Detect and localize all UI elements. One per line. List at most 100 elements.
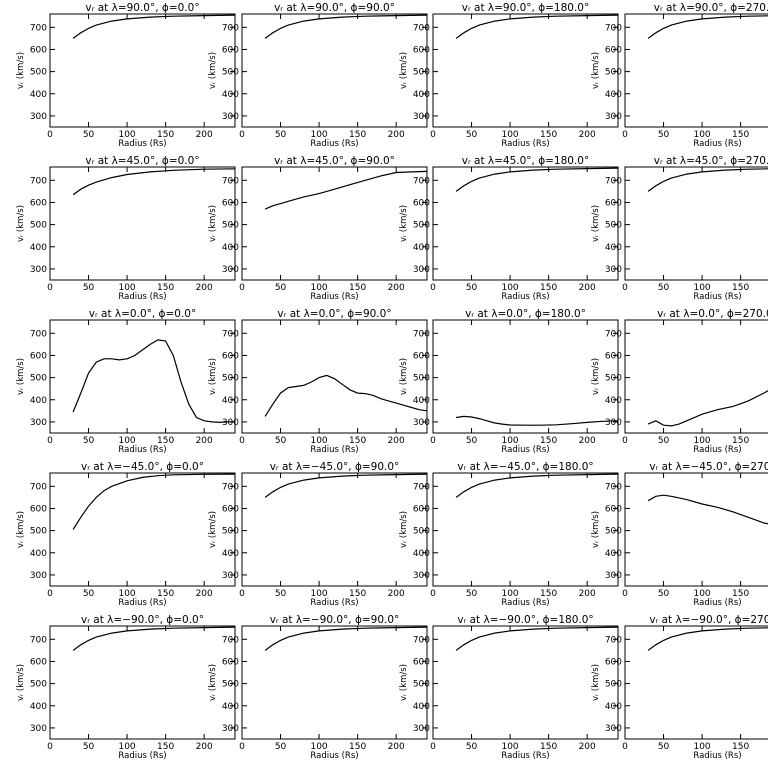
x-tick-label: 50 xyxy=(658,436,670,446)
x-tick-label: 0 xyxy=(622,436,628,446)
x-tick-label: 150 xyxy=(157,589,174,599)
series-line xyxy=(647,15,768,39)
x-axis-label: Radius (Rs) xyxy=(310,598,358,608)
y-tick-label: 600 xyxy=(30,504,47,514)
x-tick-label: 200 xyxy=(579,283,596,293)
y-tick-label: 600 xyxy=(222,45,239,55)
x-tick-label: 100 xyxy=(693,130,710,140)
x-tick-label: 50 xyxy=(466,589,478,599)
x-axis-label: Radius (Rs) xyxy=(501,751,549,761)
y-tick-label: 600 xyxy=(222,198,239,208)
x-tick-label: 150 xyxy=(732,436,749,446)
plot-frame xyxy=(241,319,428,434)
y-tick-label: 600 xyxy=(30,657,47,667)
x-tick-label: 100 xyxy=(693,742,710,752)
x-tick-label: 200 xyxy=(388,589,405,599)
chart-panel: vᵣ at λ=−45.0°, ϕ=180.0° 0 50 100 150 200 300 4… xyxy=(399,461,619,608)
chart-panel: vᵣ at λ=90.0°, ϕ=180.0° 0 50 100 150 200 300 40… xyxy=(399,2,619,149)
y-tick-label: 500 xyxy=(30,68,47,78)
panel-title: vᵣ at λ=−45.0°, ϕ=0.0° xyxy=(81,461,204,473)
x-tick-label: 100 xyxy=(118,283,135,293)
y-tick-label: 300 xyxy=(605,112,622,122)
x-axis-label: Radius (Rs) xyxy=(501,292,549,302)
y-axis-label: vᵣ (km/s) xyxy=(591,205,601,242)
panel-title: vᵣ at λ=−90.0°, ϕ=180.0° xyxy=(457,614,593,626)
x-tick-label: 150 xyxy=(540,436,557,446)
y-tick-label: 700 xyxy=(30,329,47,339)
y-tick-label: 700 xyxy=(413,329,430,339)
chart-panel: vᵣ at λ=45.0°, ϕ=270.0°05010015020030040… xyxy=(591,155,768,302)
y-tick-label: 600 xyxy=(222,657,239,667)
chart-panel: vᵣ at λ=−45.0°, ϕ=90.0° 0 50 100 150 200 300 40… xyxy=(208,461,428,608)
x-tick-label: 150 xyxy=(349,589,366,599)
x-tick-label: 100 xyxy=(501,283,518,293)
x-tick-label: 0 xyxy=(622,589,628,599)
plot-frame xyxy=(241,472,428,587)
y-axis-label: vᵣ (km/s) xyxy=(16,52,26,89)
chart-panel: vᵣ at λ=90.0°, ϕ=0.0° 0 50 100 150 200 300 400 5… xyxy=(16,2,236,149)
panel-title: vᵣ at λ=45.0°, ϕ=180.0° xyxy=(462,155,590,167)
x-tick-label: 50 xyxy=(466,283,478,293)
x-tick-label: 100 xyxy=(693,589,710,599)
x-tick-label: 200 xyxy=(579,130,596,140)
y-tick-label: 700 xyxy=(30,635,47,645)
x-tick-label: 200 xyxy=(196,436,213,446)
chart-panel: vᵣ at λ=45.0°, ϕ=0.0° 0 50 100 150 200 300 400 5… xyxy=(16,155,236,302)
x-tick-label: 200 xyxy=(388,283,405,293)
series-line xyxy=(264,170,428,210)
y-tick-label: 600 xyxy=(413,198,430,208)
x-tick-label: 100 xyxy=(693,283,710,293)
y-tick-label: 700 xyxy=(222,482,239,492)
x-axis-label: Radius (Rs) xyxy=(118,598,166,608)
x-tick-label: 150 xyxy=(732,742,749,752)
y-tick-label: 600 xyxy=(605,198,622,208)
x-tick-label: 100 xyxy=(310,283,327,293)
series-line xyxy=(455,626,619,651)
y-tick-label: 400 xyxy=(30,702,47,712)
series-line xyxy=(72,473,236,530)
panel-title: vᵣ at λ=45.0°, ϕ=270.0° xyxy=(654,155,768,167)
series-line xyxy=(647,390,768,427)
y-tick-label: 400 xyxy=(413,90,430,100)
x-tick-label: 150 xyxy=(540,742,557,752)
chart-panel: vᵣ at λ=90.0°, ϕ=270.0°05010015020030040… xyxy=(591,2,768,149)
y-tick-label: 300 xyxy=(222,112,239,122)
y-tick-label: 500 xyxy=(413,68,430,78)
series-line xyxy=(456,415,619,426)
x-tick-label: 100 xyxy=(501,742,518,752)
plot-frame xyxy=(241,166,428,281)
plot-frame xyxy=(432,625,619,740)
y-tick-label: 500 xyxy=(413,374,430,384)
plot-frame xyxy=(432,13,619,128)
x-tick-label: 150 xyxy=(349,436,366,446)
x-tick-label: 0 xyxy=(430,130,436,140)
series-line xyxy=(72,626,236,651)
y-tick-label: 700 xyxy=(222,23,239,33)
y-tick-label: 500 xyxy=(30,527,47,537)
x-tick-label: 200 xyxy=(579,742,596,752)
y-tick-label: 500 xyxy=(222,221,239,231)
chart-panel: vᵣ at λ=0.0°, ϕ=90.0° 0 50 100 150 200 300 400 5… xyxy=(208,308,428,455)
y-tick-label: 700 xyxy=(605,482,622,492)
panel-title: vᵣ at λ=−90.0°, ϕ=270.0° xyxy=(649,614,768,626)
y-tick-label: 500 xyxy=(222,68,239,78)
y-axis-label: vᵣ (km/s) xyxy=(591,358,601,395)
plot-frame xyxy=(49,625,236,740)
y-tick-label: 700 xyxy=(605,635,622,645)
x-tick-label: 100 xyxy=(118,742,135,752)
x-tick-label: 50 xyxy=(658,283,670,293)
x-tick-label: 200 xyxy=(196,283,213,293)
y-tick-label: 300 xyxy=(30,724,47,734)
y-tick-label: 400 xyxy=(605,702,622,712)
y-tick-label: 400 xyxy=(605,549,622,559)
y-tick-label: 300 xyxy=(30,265,47,275)
plot-frame xyxy=(241,13,428,128)
y-tick-label: 500 xyxy=(413,527,430,537)
x-tick-label: 0 xyxy=(239,589,245,599)
x-tick-label: 100 xyxy=(693,436,710,446)
y-tick-label: 400 xyxy=(222,396,239,406)
x-axis-label: Radius (Rs) xyxy=(501,598,549,608)
y-tick-label: 600 xyxy=(222,504,239,514)
y-tick-label: 600 xyxy=(605,351,622,361)
y-tick-label: 600 xyxy=(222,351,239,361)
